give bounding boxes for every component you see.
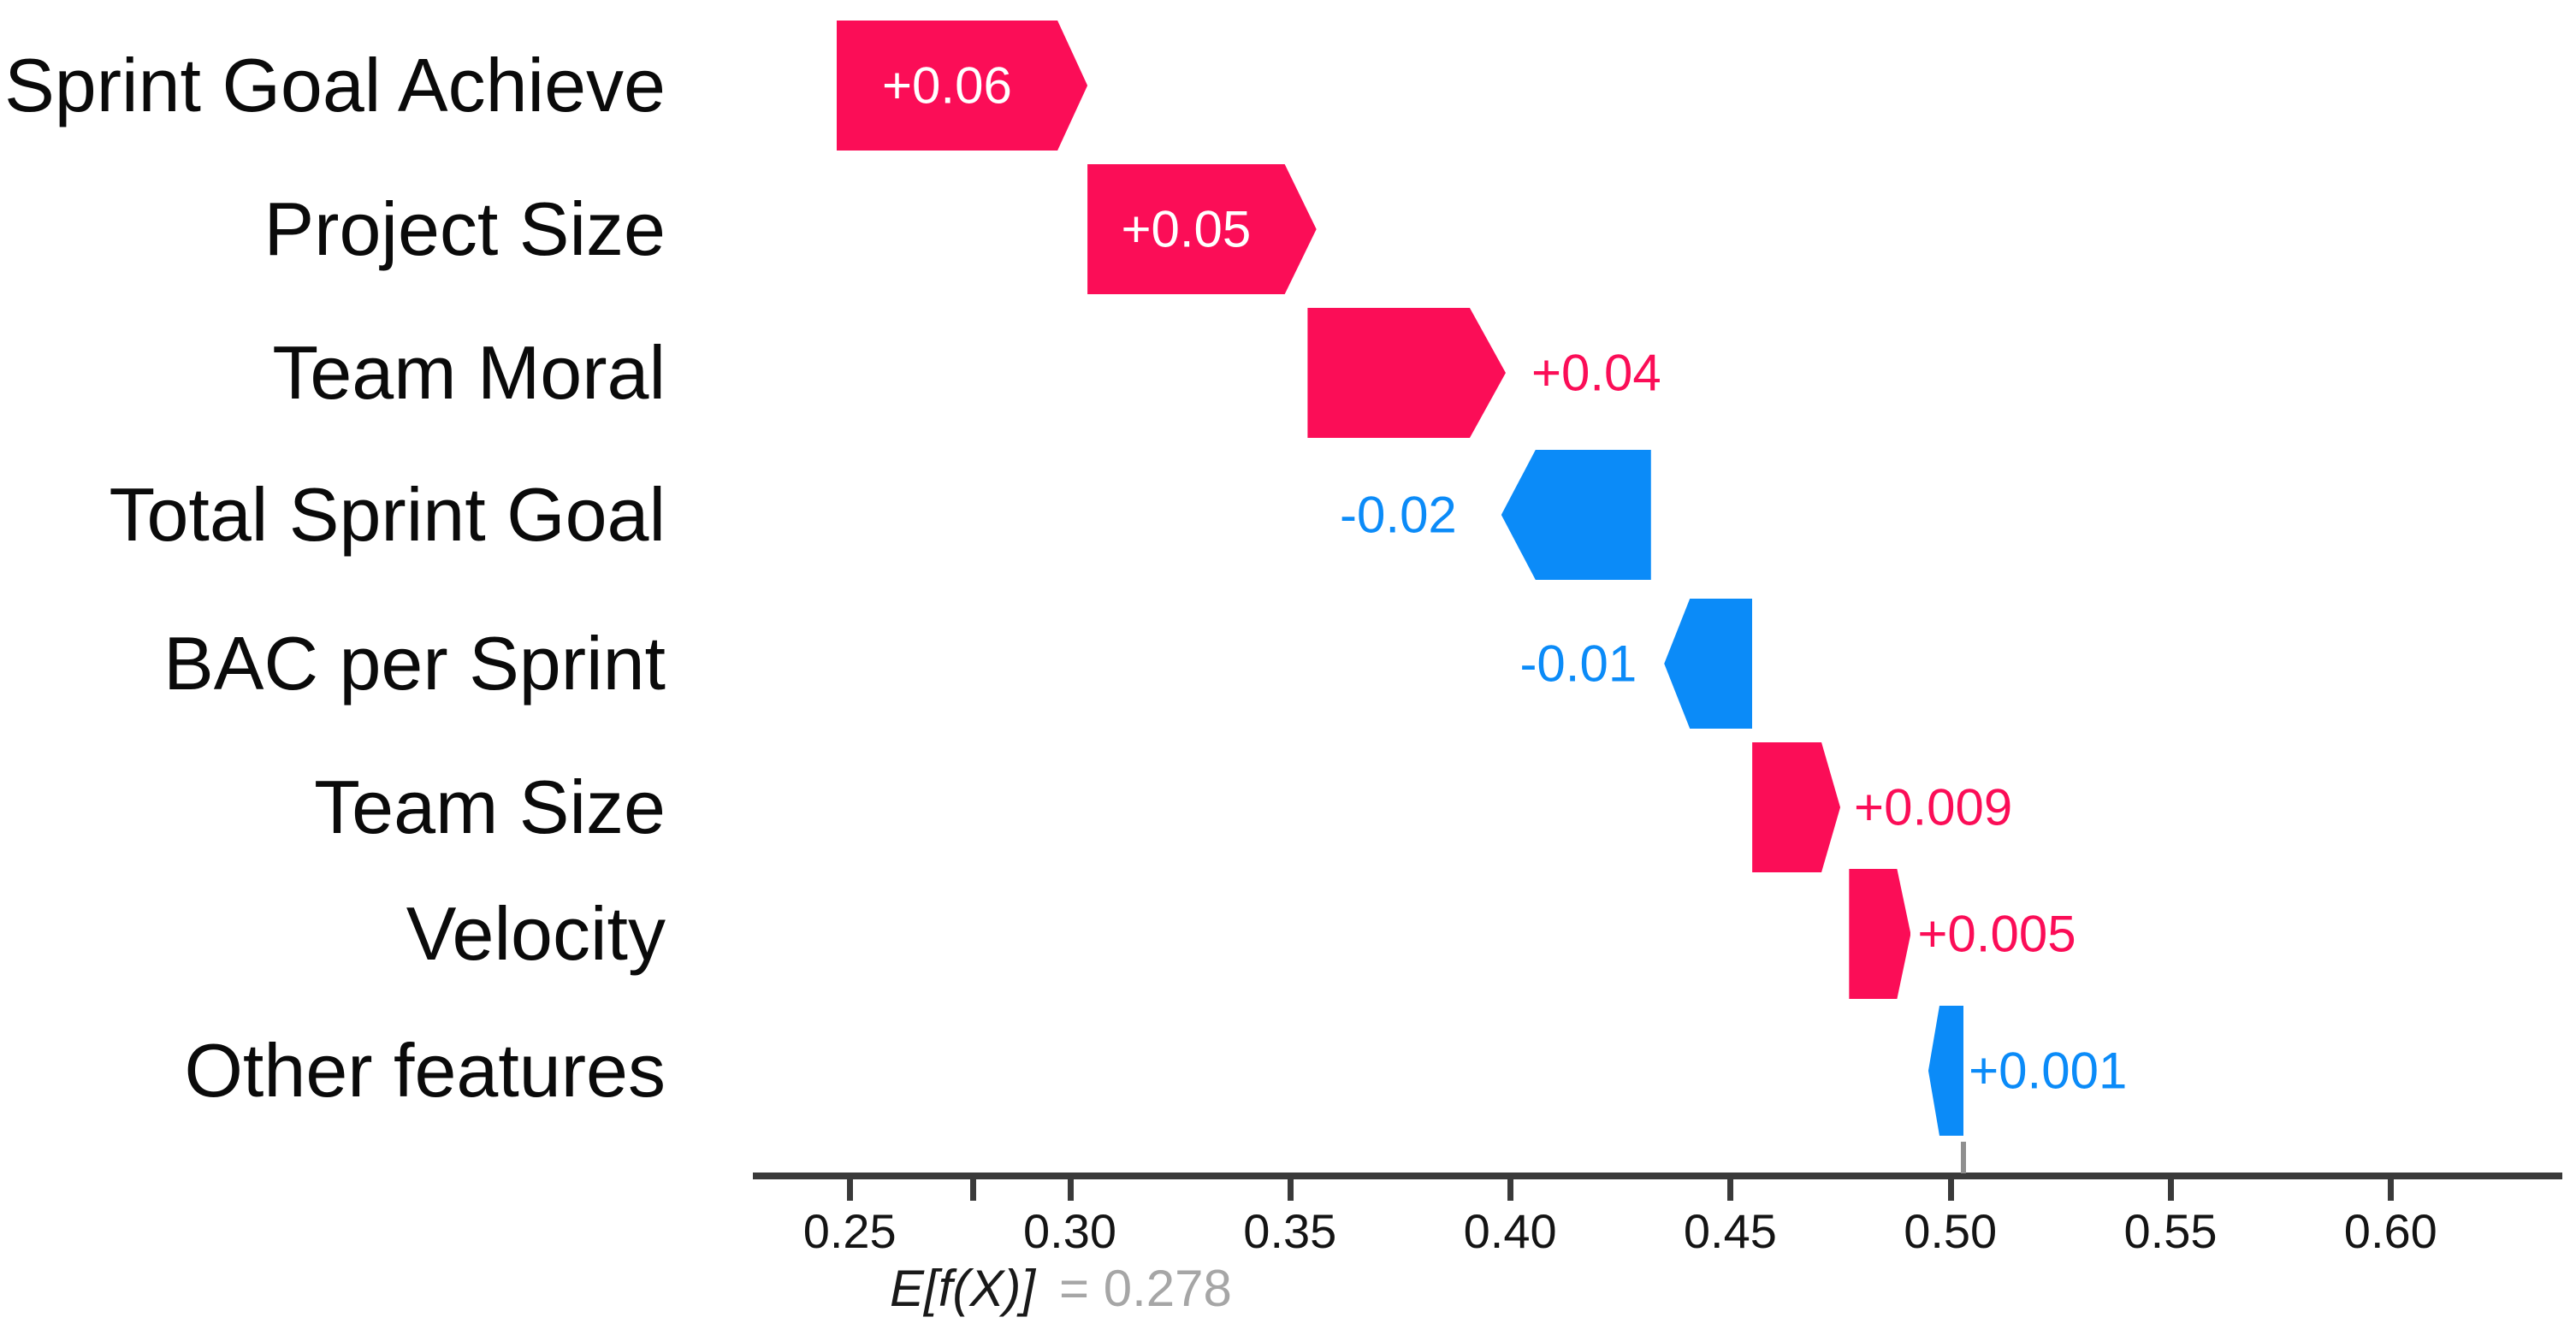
waterfall-arrow: [1928, 1006, 1964, 1136]
x-axis-tick-label: 0.55: [2123, 1204, 2218, 1258]
waterfall-arrow: [1501, 450, 1651, 580]
waterfall-arrow: [836, 21, 1088, 151]
x-axis-tick: [1287, 1179, 1294, 1201]
feature-label: Project Size: [264, 186, 666, 271]
x-axis-tick-label: 0.50: [1904, 1204, 1998, 1258]
value-label: +0.001: [1969, 1042, 2128, 1100]
feature-label: Velocity: [406, 891, 666, 976]
waterfall-arrow: [1752, 742, 1840, 872]
base-value-number: = 0.278: [1059, 1260, 1232, 1317]
value-label: -0.02: [1340, 486, 1457, 544]
base-value-label: E[f(X)] = 0.278: [890, 1259, 1232, 1318]
feature-label: Other features: [184, 1028, 666, 1113]
waterfall-arrow: [1849, 869, 1911, 999]
x-axis-line: [753, 1173, 2562, 1179]
fx-value-tick: [1961, 1142, 1967, 1173]
value-label: -0.01: [1519, 635, 1637, 693]
base-value-tick: [970, 1179, 977, 1201]
value-label: +0.04: [1531, 344, 1661, 402]
x-axis-tick-label: 0.30: [1023, 1204, 1116, 1258]
value-label: +0.05: [1121, 200, 1252, 258]
x-axis-tick-label: 0.60: [2343, 1204, 2437, 1258]
base-value-math-text: E[f(X)]: [890, 1260, 1036, 1317]
waterfall-arrow: [1664, 599, 1753, 729]
x-axis-tick-label: 0.35: [1243, 1204, 1337, 1258]
x-axis-tick: [1507, 1179, 1514, 1201]
x-axis-tick-label: 0.40: [1463, 1204, 1557, 1258]
waterfall-arrow: [1307, 308, 1506, 438]
x-axis-tick: [847, 1179, 854, 1201]
x-axis-tick: [2168, 1179, 2174, 1201]
feature-label: BAC per Sprint: [163, 621, 666, 706]
feature-label: Total Sprint Goal: [109, 472, 666, 557]
feature-label: Team Moral: [272, 330, 666, 415]
x-axis-tick: [1727, 1179, 1734, 1201]
feature-label: Sprint Goal Achieve: [4, 43, 666, 127]
x-axis-tick: [2388, 1179, 2395, 1201]
waterfall-arrow: [1087, 164, 1317, 294]
value-label: +0.005: [1917, 905, 2076, 963]
value-label: +0.06: [882, 56, 1012, 115]
value-label: +0.009: [1854, 778, 2013, 836]
x-axis-tick-label: 0.45: [1683, 1204, 1777, 1258]
x-axis-tick-label: 0.25: [802, 1204, 897, 1258]
x-axis-tick: [1067, 1179, 1074, 1201]
x-axis-tick: [1947, 1179, 1954, 1201]
feature-label: Team Size: [314, 765, 666, 849]
